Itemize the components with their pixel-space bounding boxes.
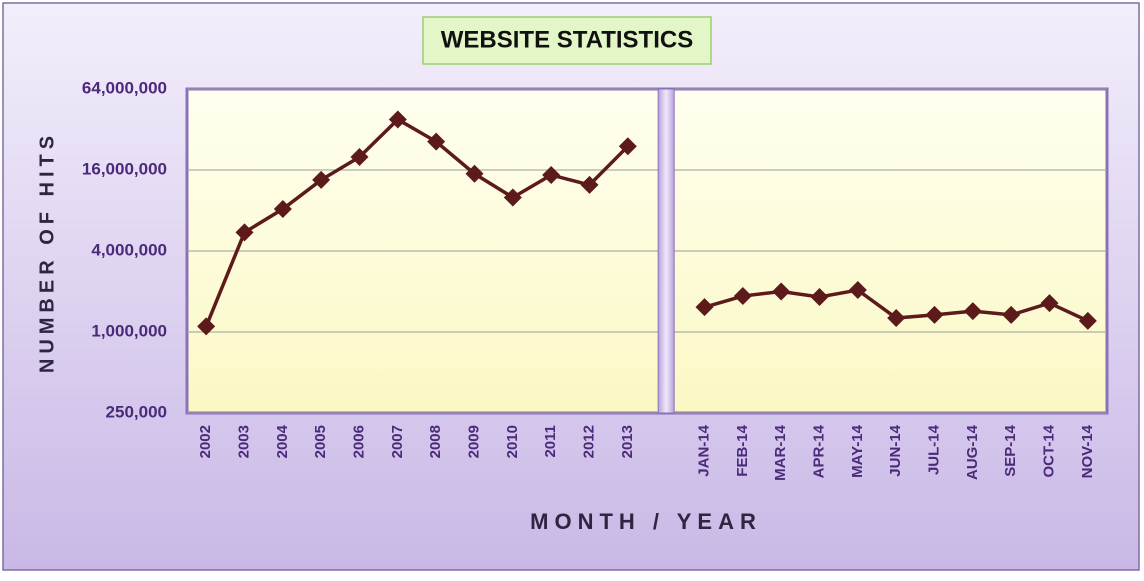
marker bbox=[580, 175, 599, 194]
marker bbox=[1002, 305, 1021, 324]
marker bbox=[772, 282, 791, 301]
x-tick-label: SEP-14 bbox=[1002, 424, 1019, 476]
marker bbox=[197, 317, 216, 336]
x-tick-label: 2004 bbox=[274, 424, 291, 458]
x-tick-label: APR-14 bbox=[810, 424, 827, 478]
marker bbox=[273, 200, 292, 219]
marker bbox=[733, 287, 752, 306]
y-tick-label: 64,000,000 bbox=[82, 78, 167, 97]
y-tick-label: 16,000,000 bbox=[82, 159, 167, 178]
divider bbox=[657, 88, 675, 414]
marker bbox=[810, 288, 829, 307]
marker bbox=[427, 132, 446, 151]
x-tick-label: 2010 bbox=[504, 425, 521, 458]
x-tick-label: 2012 bbox=[580, 425, 597, 458]
marker bbox=[503, 188, 522, 207]
x-tick-label: MAR-14 bbox=[772, 424, 789, 480]
marker bbox=[1040, 294, 1059, 313]
y-axis-title: NUMBER OF HITS bbox=[36, 131, 58, 373]
y-tick-label: 1,000,000 bbox=[91, 321, 167, 340]
marker bbox=[618, 137, 637, 156]
marker bbox=[465, 164, 484, 183]
x-tick-label: 2007 bbox=[389, 425, 406, 458]
y-tick-label: 250,000 bbox=[106, 402, 167, 421]
x-tick-label: JUN-14 bbox=[887, 424, 904, 476]
x-tick-label: 2002 bbox=[197, 425, 214, 458]
marker bbox=[887, 309, 906, 328]
y-tick-label: 4,000,000 bbox=[91, 240, 167, 259]
marker bbox=[848, 281, 867, 300]
marker bbox=[350, 147, 369, 166]
x-tick-label: OCT-14 bbox=[1040, 424, 1057, 477]
x-tick-label: NOV-14 bbox=[1079, 424, 1096, 478]
x-tick-label: 2003 bbox=[235, 425, 252, 458]
x-tick-label: 2011 bbox=[542, 425, 559, 458]
x-tick-label: JAN-14 bbox=[695, 424, 712, 476]
x-tick-label: 2005 bbox=[312, 425, 329, 458]
x-tick-label: JUL-14 bbox=[925, 424, 942, 475]
marker bbox=[925, 305, 944, 324]
x-tick-label: FEB-14 bbox=[734, 424, 751, 476]
marker bbox=[695, 298, 714, 317]
marker bbox=[963, 302, 982, 321]
x-axis-title: MONTH / YEAR bbox=[530, 509, 762, 534]
marker bbox=[1078, 311, 1097, 330]
x-tick-label: MAY-14 bbox=[849, 424, 866, 477]
x-tick-label: 2006 bbox=[350, 425, 367, 458]
marker bbox=[388, 110, 407, 129]
x-tick-label: AUG-14 bbox=[964, 424, 981, 480]
x-tick-label: 2009 bbox=[465, 425, 482, 458]
marker bbox=[312, 170, 331, 189]
marker bbox=[542, 165, 561, 184]
x-tick-label: 2008 bbox=[427, 425, 444, 458]
marker bbox=[235, 223, 254, 242]
x-tick-label: 2013 bbox=[619, 425, 636, 458]
chart-title: WEBSITE STATISTICS bbox=[441, 26, 693, 53]
title-box bbox=[422, 16, 712, 65]
